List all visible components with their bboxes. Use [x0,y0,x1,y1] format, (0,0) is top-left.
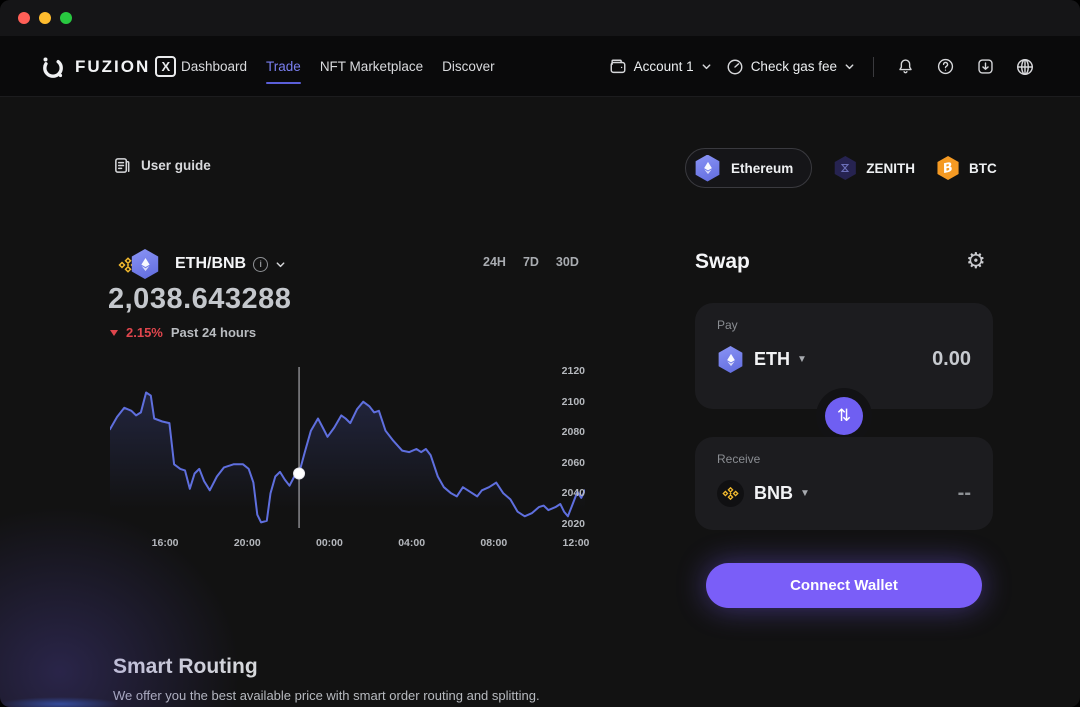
download-icon [977,59,993,74]
network-label: Ethereum [731,160,794,176]
pay-amount-input[interactable]: 0.00 [932,348,971,370]
pair-name: ETH/BNB [175,255,247,272]
crosshair-dot [293,467,306,480]
down-arrow-icon [110,329,118,336]
nav-item-discover[interactable]: Discover [442,59,495,74]
nav-item-nft-marketplace[interactable]: NFT Marketplace [319,59,424,74]
price-change: 2.15% Past 24 hours [110,325,256,340]
ethereum-icon [695,154,720,182]
eth-icon [718,346,743,373]
nav-divider [873,56,874,77]
swap-direction-ring: ⇅ [816,388,872,444]
x-axis-ticks: 16:00 20:00 00:00 04:00 08:00 12:00 [110,537,590,551]
account-label: Account 1 [633,59,694,74]
network-option-zenith[interactable]: ZENITH [833,156,915,180]
window-titlebar [0,0,1080,36]
price-chart[interactable]: 2120 2100 2080 2060 2040 2020 [109,365,586,530]
network-label: BTC [969,160,997,176]
chevron-down-icon [845,64,854,70]
network-label: ZENITH [866,160,916,176]
pay-token-selector[interactable]: ETH [754,349,790,369]
window-minimize-button[interactable] [39,12,51,24]
nav-item-dashboard[interactable]: Dashboard [181,59,248,74]
chevron-down-icon [276,261,285,267]
range-tab-7d[interactable]: 7D [522,255,539,269]
gas-gauge-icon [727,59,743,74]
connect-wallet-button[interactable]: Connect Wallet [706,563,982,608]
receive-card: Receive BNB ▼ -- [695,437,993,530]
x-tick-label: 12:00 [562,537,590,549]
swap-arrows-icon: ⇅ [836,406,852,425]
y-tick-label: 2100 [561,395,585,408]
gas-fee-selector[interactable]: Check gas fee [726,58,855,76]
zenith-icon [834,156,856,180]
change-value: 2.15% [126,325,163,340]
network-selector: Ethereum ZENITH B BTC [685,148,997,188]
pay-label: Pay [717,318,738,332]
brand-logo[interactable]: FUZION X [40,36,177,97]
window-zoom-button[interactable] [60,12,72,24]
bell-icon [898,59,912,74]
btc-icon: B [937,156,959,180]
receive-label: Receive [717,452,761,466]
network-option-btc[interactable]: B BTC [936,156,997,180]
window-close-button[interactable] [18,12,30,24]
gas-fee-label: Check gas fee [750,59,837,74]
account-selector[interactable]: Account 1 [609,58,712,76]
pair-selector[interactable]: ETH/BNB i [118,249,286,279]
swap-settings-button[interactable]: ⚙ [966,250,986,272]
notifications-button[interactable] [892,54,918,80]
swap-title: Swap [695,250,750,273]
y-tick-label: 2080 [561,426,585,439]
y-tick-label: 2060 [561,456,585,469]
globe-icon [1017,58,1033,75]
x-tick-label: 16:00 [151,537,179,549]
nav-links: Dashboard Trade NFT Marketplace Discover [181,36,495,97]
ambient-glow [0,697,120,707]
receive-amount-value: -- [957,482,971,504]
language-button[interactable] [1012,54,1038,80]
range-tabs: 24H 7D 30D [483,255,579,269]
swap-direction-button[interactable]: ⇅ [825,397,863,435]
question-circle-icon [937,58,953,75]
brand-x-badge: X [155,56,177,77]
wallet-icon [610,59,626,73]
bnb-icon [717,480,744,507]
gear-icon: ⚙ [966,248,986,273]
pair-price: 2,038.643288 [108,283,292,315]
y-tick-label: 2120 [561,365,585,378]
price-chart-svg [109,367,586,530]
x-tick-label: 08:00 [480,537,508,549]
x-tick-label: 00:00 [316,537,343,549]
network-option-ethereum[interactable]: Ethereum [685,148,813,188]
y-tick-label: 2040 [561,487,585,500]
smart-routing-description: We offer you the best available price wi… [113,688,540,703]
x-tick-label: 20:00 [233,537,261,549]
user-guide-label: User guide [141,158,211,173]
document-icon [115,158,130,173]
chevron-down-icon[interactable]: ▼ [800,488,810,499]
smart-routing-heading: Smart Routing [113,655,258,678]
chevron-down-icon[interactable]: ▼ [797,354,807,365]
x-tick-label: 04:00 [398,537,426,549]
chevron-down-icon [702,64,711,70]
range-tab-24h[interactable]: 24H [483,255,506,269]
help-button[interactable] [932,54,958,80]
pair-icons [118,249,166,279]
receive-token-selector[interactable]: BNB [754,483,793,503]
main-navbar: FUZION X Dashboard Trade NFT Marketplace… [0,36,1080,97]
y-tick-label: 2020 [561,517,585,530]
user-guide-link[interactable]: User guide [113,156,211,175]
info-icon[interactable]: i [253,256,269,272]
range-tab-30d[interactable]: 30D [555,255,579,269]
download-app-button[interactable] [972,54,998,80]
brand-name: FUZION [75,56,151,76]
change-period: Past 24 hours [170,325,257,340]
fuzionx-logo-icon [43,57,63,78]
nav-item-trade[interactable]: Trade [266,53,301,84]
